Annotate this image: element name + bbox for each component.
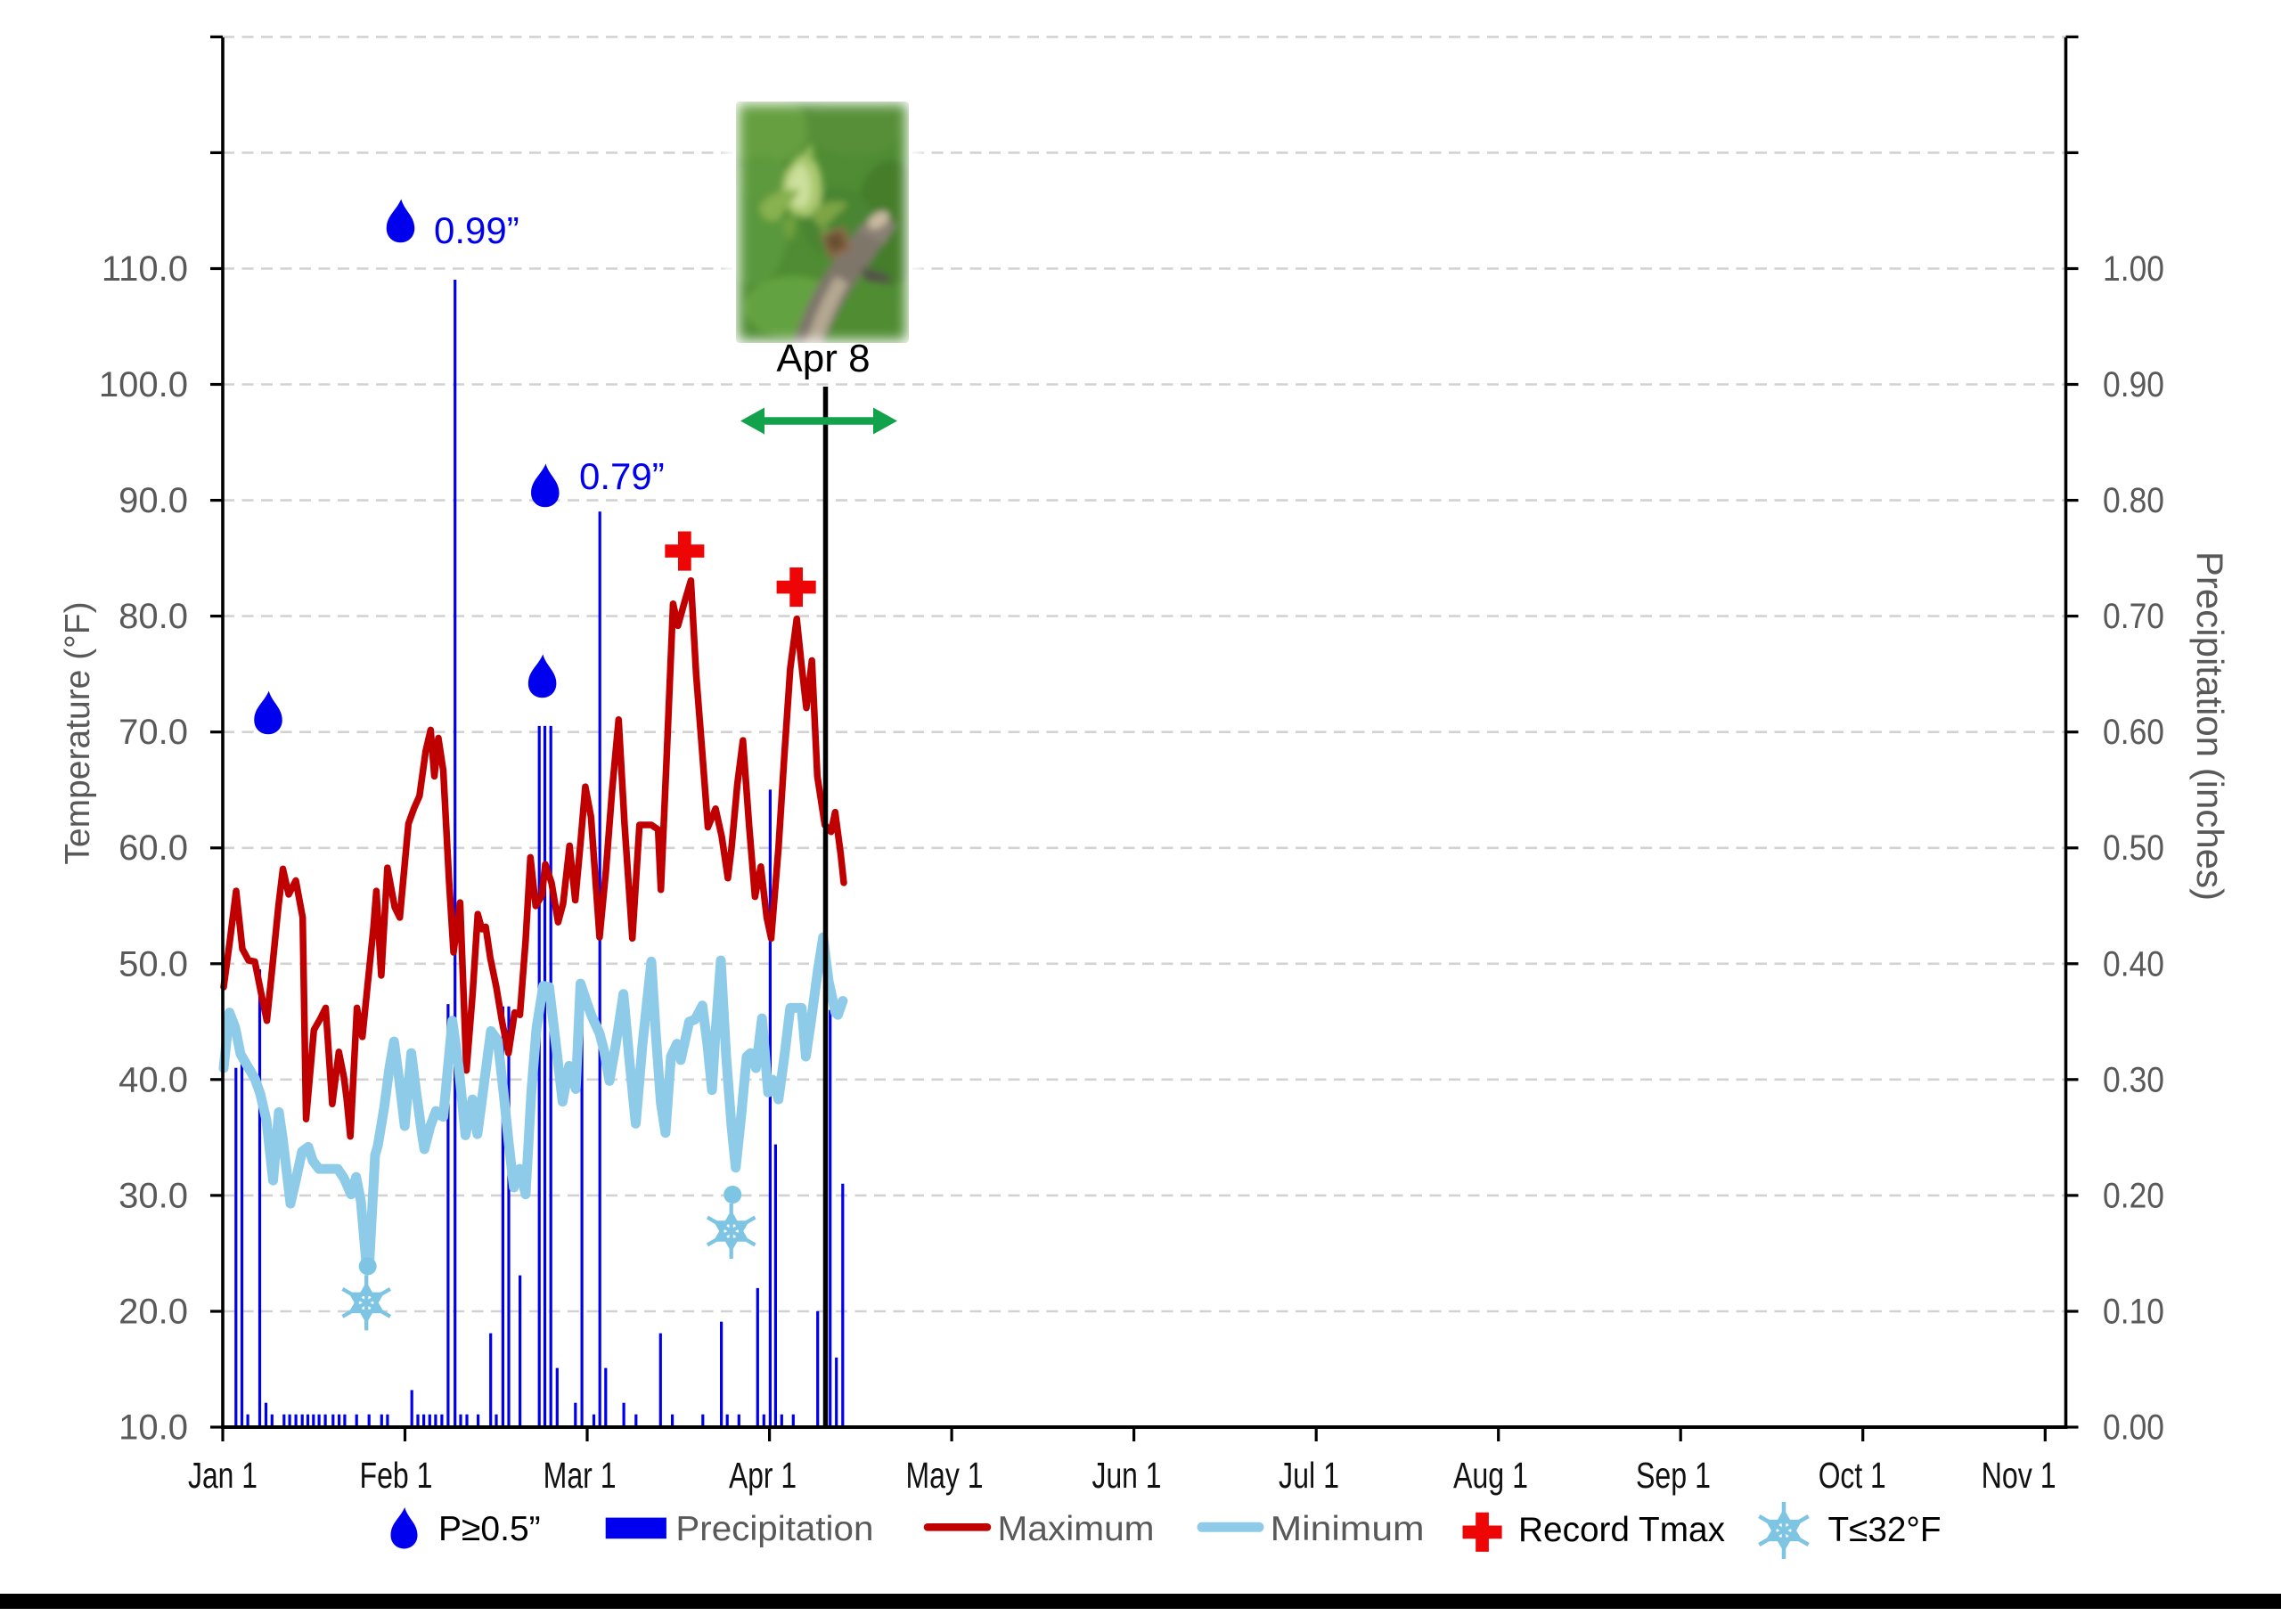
svg-text:Feb 1: Feb 1 (360, 1455, 433, 1496)
svg-text:0.40: 0.40 (2103, 944, 2164, 983)
svg-text:0.79”: 0.79” (579, 455, 665, 497)
svg-text:Precipitation (inches): Precipitation (inches) (2189, 551, 2231, 901)
svg-text:110.0: 110.0 (102, 249, 188, 289)
svg-text:Jun 1: Jun 1 (1092, 1455, 1162, 1496)
svg-text:30.0: 30.0 (119, 1176, 188, 1215)
svg-text:50.0: 50.0 (119, 944, 188, 983)
svg-text:100.0: 100.0 (99, 365, 188, 404)
svg-text:10.0: 10.0 (119, 1408, 188, 1448)
svg-text:May 1: May 1 (906, 1455, 984, 1496)
svg-text:Apr 8: Apr 8 (776, 337, 870, 380)
svg-text:0.00: 0.00 (2103, 1408, 2164, 1448)
svg-text:Record Tmax: Record Tmax (1518, 1511, 1725, 1549)
svg-text:Apr 1: Apr 1 (729, 1455, 797, 1496)
svg-text:70.0: 70.0 (119, 713, 188, 752)
svg-text:0.60: 0.60 (2103, 713, 2164, 752)
svg-text:Jul 1: Jul 1 (1279, 1455, 1339, 1496)
svg-text:Oct 1: Oct 1 (1819, 1455, 1886, 1496)
svg-text:40.0: 40.0 (119, 1060, 188, 1099)
svg-text:Nov 1: Nov 1 (1982, 1455, 2056, 1496)
svg-text:P≥0.5”: P≥0.5” (438, 1510, 541, 1548)
svg-text:Jan 1: Jan 1 (188, 1455, 258, 1496)
svg-text:Minimum: Minimum (1271, 1510, 1425, 1548)
svg-text:80.0: 80.0 (119, 597, 188, 636)
svg-text:20.0: 20.0 (119, 1293, 188, 1332)
svg-text:Sep 1: Sep 1 (1636, 1455, 1711, 1496)
svg-text:0.70: 0.70 (2103, 597, 2164, 636)
svg-text:90.0: 90.0 (119, 481, 188, 520)
svg-text:0.50: 0.50 (2103, 828, 2164, 868)
svg-text:0.30: 0.30 (2103, 1060, 2164, 1099)
svg-text:60.0: 60.0 (119, 828, 188, 868)
svg-text:0.20: 0.20 (2103, 1176, 2164, 1215)
svg-text:1.00: 1.00 (2103, 249, 2164, 289)
svg-text:0.80: 0.80 (2103, 481, 2164, 520)
svg-text:0.99”: 0.99” (434, 209, 519, 251)
svg-text:0.90: 0.90 (2103, 365, 2164, 404)
svg-text:Temperature (°F): Temperature (°F) (59, 601, 97, 864)
svg-text:Maximum: Maximum (998, 1510, 1155, 1548)
svg-text:Precipitation: Precipitation (675, 1510, 873, 1548)
svg-text:0.10: 0.10 (2103, 1293, 2164, 1332)
svg-text:T≤32°F: T≤32°F (1828, 1511, 1942, 1549)
svg-text:Aug 1: Aug 1 (1453, 1455, 1528, 1496)
svg-text:Mar 1: Mar 1 (544, 1455, 617, 1496)
